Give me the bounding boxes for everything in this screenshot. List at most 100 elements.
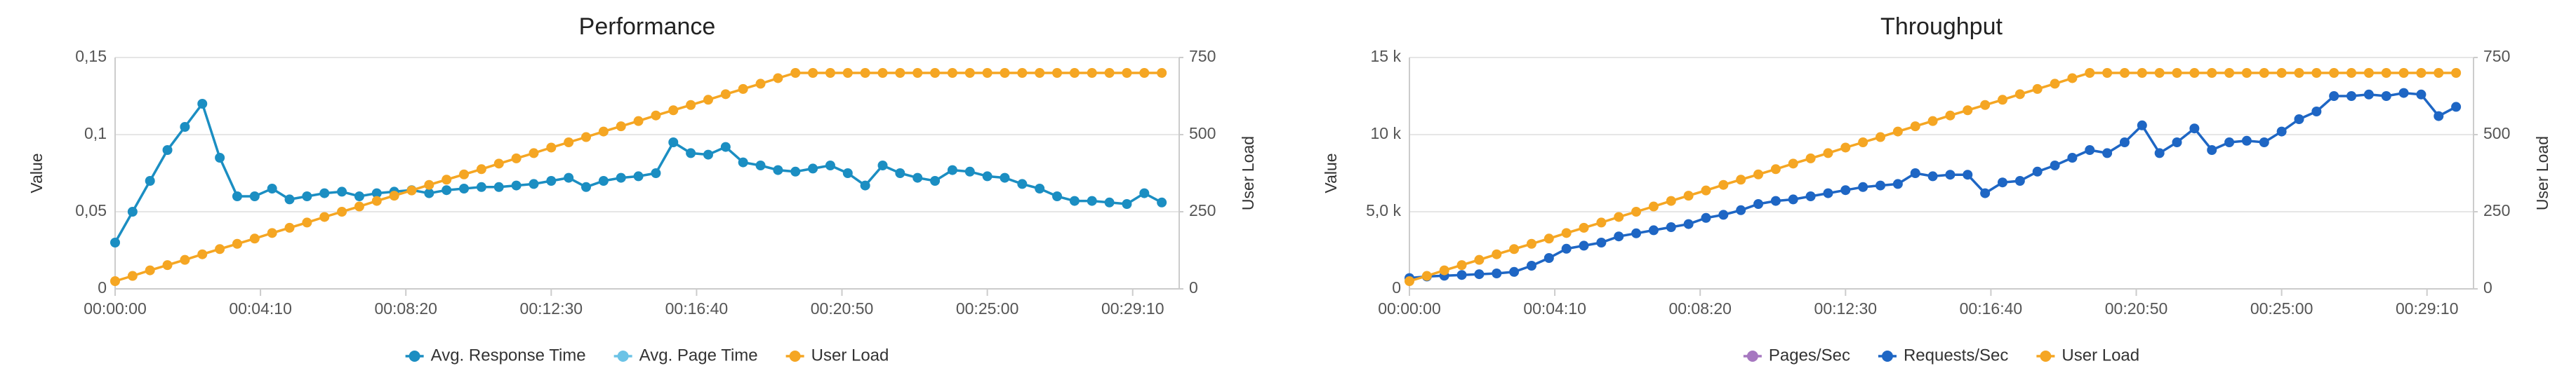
data-point	[1069, 196, 1080, 206]
data-point	[1736, 205, 1746, 215]
chart-title: Performance	[579, 13, 716, 40]
data-point	[668, 137, 679, 147]
data-point	[1456, 260, 1467, 271]
data-point	[1492, 249, 1502, 259]
data-point	[773, 165, 783, 175]
data-point	[127, 207, 138, 217]
data-point	[703, 95, 713, 105]
y-tick-label: 5,0 k	[1366, 201, 1401, 219]
data-point	[162, 145, 173, 155]
data-point	[1927, 171, 1938, 182]
data-point	[964, 166, 975, 177]
data-point	[2032, 83, 2043, 94]
data-point	[1840, 142, 1851, 153]
data-point	[110, 238, 120, 247]
x-tick-label: 00:04:10	[229, 299, 292, 318]
x-tick-label: 00:29:10	[2396, 299, 2459, 318]
data-point	[2329, 68, 2339, 78]
data-point	[2416, 89, 2426, 100]
data-point	[529, 179, 539, 189]
legend-item[interactable]: Avg. Page Time	[613, 346, 758, 365]
data-point	[2363, 68, 2374, 78]
data-point	[2014, 176, 2025, 186]
chart: Performance 0 0,05 0,1 0,15 0 250 500 750 00:00:0…	[27, 13, 1257, 365]
y2-tick-label: 750	[1189, 47, 1216, 65]
legend-swatch	[2040, 351, 2052, 362]
y-axis-label: Value	[1322, 153, 1340, 193]
data-point	[1980, 100, 1991, 110]
y-axis-label: Value	[27, 153, 46, 193]
data-point	[284, 222, 295, 233]
legend-item[interactable]: Avg. Response Time	[405, 346, 586, 365]
data-point	[1543, 253, 1554, 263]
data-point	[2137, 68, 2147, 78]
legend-label: User Load	[2062, 346, 2139, 365]
data-point	[1631, 207, 1642, 217]
legend-label: Avg. Response Time	[431, 346, 586, 365]
data-point	[232, 191, 242, 201]
data-point	[1805, 153, 1816, 163]
data-point	[2189, 68, 2200, 78]
legend-item[interactable]: User Load	[2036, 346, 2139, 365]
data-point	[1579, 222, 1589, 233]
data-point	[1648, 225, 1659, 236]
legend-item[interactable]: Requests/Sec	[1878, 346, 2008, 365]
data-point	[1648, 201, 1659, 212]
data-point	[930, 176, 941, 186]
data-point	[1683, 219, 1694, 229]
legend-item[interactable]: User Load	[785, 346, 889, 365]
data-point	[1927, 116, 1938, 126]
y2-axis-label: User Load	[2533, 136, 2551, 210]
data-point	[1596, 238, 1607, 247]
data-point	[1139, 188, 1150, 198]
data-point	[1439, 265, 1449, 276]
data-point	[1139, 68, 1150, 78]
data-point	[2050, 161, 2060, 170]
x-tick-label: 00:16:40	[1960, 299, 2023, 318]
data-point	[459, 184, 470, 194]
data-point	[302, 191, 312, 201]
data-point	[895, 68, 905, 78]
y-tick-label: 15 k	[1371, 47, 1402, 65]
data-point	[895, 168, 905, 178]
data-point	[1980, 188, 1991, 198]
data-point	[2032, 166, 2043, 177]
data-point	[2067, 153, 2078, 163]
data-point	[2224, 137, 2235, 147]
x-tick-label: 00:00:00	[84, 299, 147, 318]
legend-item[interactable]: Pages/Sec	[1743, 346, 1850, 365]
data-point	[2276, 68, 2287, 78]
data-point	[755, 161, 766, 170]
data-point	[441, 185, 452, 196]
data-point	[1474, 255, 1485, 265]
data-point	[2224, 68, 2235, 78]
data-point	[616, 121, 626, 132]
data-point	[825, 68, 835, 78]
data-point	[2102, 68, 2113, 78]
data-point	[406, 185, 417, 196]
data-point	[964, 68, 975, 78]
data-point	[1666, 196, 1676, 206]
data-point	[1945, 170, 1956, 180]
data-point	[633, 171, 644, 182]
y2-tick-label: 0	[2483, 278, 2492, 297]
data-point	[842, 168, 853, 178]
data-point	[2311, 107, 2322, 116]
data-point	[1596, 217, 1607, 228]
data-point	[1892, 179, 1903, 189]
data-point	[1000, 68, 1010, 78]
data-point	[790, 166, 801, 177]
data-point	[668, 105, 679, 116]
legend-swatch	[1746, 351, 1758, 362]
x-tick-label: 00:20:50	[811, 299, 874, 318]
legend-label: User Load	[811, 346, 889, 365]
data-point	[319, 188, 330, 198]
data-point	[1614, 212, 1624, 222]
data-point	[1017, 68, 1028, 78]
data-point	[1561, 243, 1572, 254]
data-point	[1526, 238, 1536, 249]
data-point	[581, 132, 592, 142]
data-point	[249, 233, 260, 244]
data-point	[1858, 182, 1868, 192]
data-point	[1614, 231, 1624, 242]
